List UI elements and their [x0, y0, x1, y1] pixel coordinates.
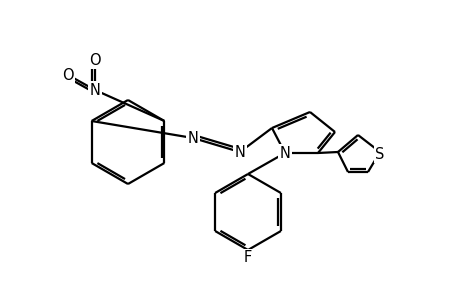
- Text: N: N: [234, 145, 245, 160]
- Text: O: O: [62, 68, 73, 82]
- Text: O: O: [89, 52, 101, 68]
- Text: F: F: [243, 250, 252, 266]
- Text: N: N: [90, 82, 100, 98]
- Text: S: S: [375, 146, 384, 161]
- Text: N: N: [187, 130, 198, 146]
- Text: N: N: [279, 146, 290, 160]
